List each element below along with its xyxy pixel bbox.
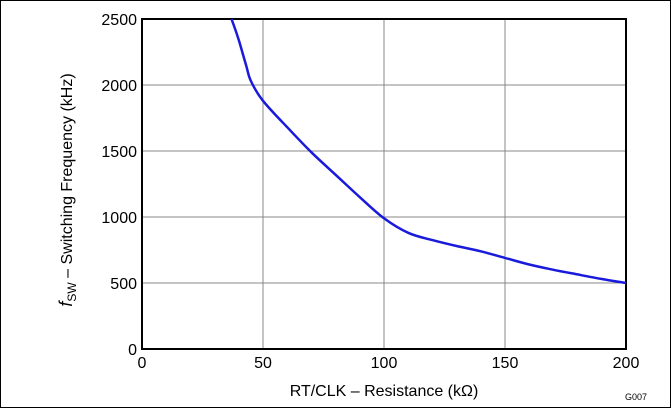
y-tick-label-3: 1500 [101, 144, 137, 161]
x-tick-label-2: 100 [371, 355, 398, 372]
y-tick-labels: 0 500 1000 1500 2000 2500 [101, 12, 137, 359]
y-tick-label-0: 0 [128, 342, 137, 359]
x-tick-label-3: 150 [492, 355, 519, 372]
y-tick-label-4: 2000 [101, 78, 137, 95]
x-tick-label-0: 0 [138, 355, 147, 372]
series-line [230, 18, 627, 285]
x-tick-label-4: 200 [613, 355, 640, 372]
y-axis-label-text: – Switching Frequency (kHz) [59, 73, 76, 282]
y-tick-label-5: 2500 [101, 12, 137, 29]
y-axis-label: fSW – Switching Frequency (kHz) [56, 73, 79, 306]
y-tick-label-1: 500 [110, 276, 137, 293]
grid [141, 18, 627, 350]
y-axis-label-symbol: f [56, 300, 76, 307]
y-tick-label-2: 1000 [101, 210, 137, 227]
plot-area [141, 18, 627, 350]
svg-text:fSW – Switching Frequency (kHz: fSW – Switching Frequency (kHz) [56, 73, 79, 306]
y-axis-label-subscript: SW [65, 282, 79, 302]
x-tick-labels: 0 50 100 150 200 [138, 355, 640, 372]
x-tick-label-1: 50 [254, 355, 272, 372]
figure-code: G007 [625, 392, 647, 402]
x-axis-label: RT/CLK – Resistance (kΩ) [290, 383, 479, 400]
